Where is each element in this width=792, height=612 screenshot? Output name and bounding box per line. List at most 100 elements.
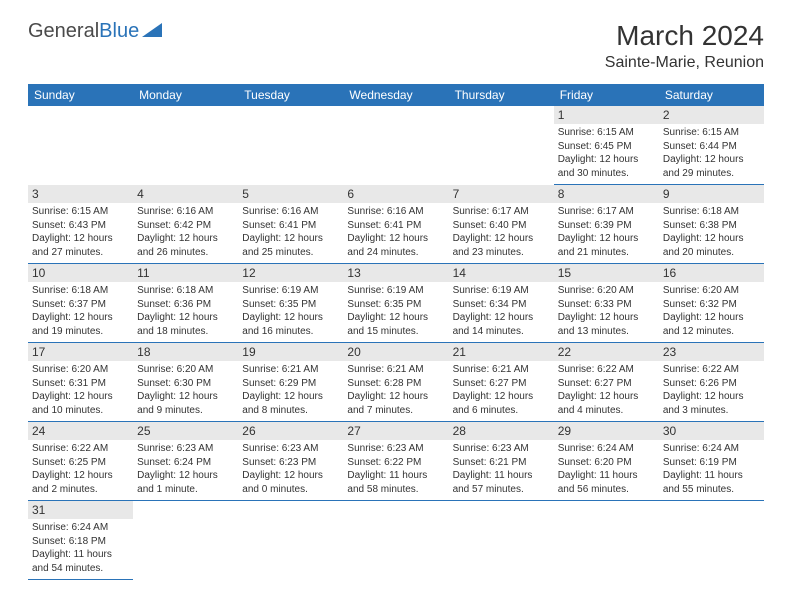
daylight-text: Daylight: 12 hours and 2 minutes. bbox=[32, 469, 129, 496]
day-details: Sunrise: 6:20 AMSunset: 6:32 PMDaylight:… bbox=[663, 284, 760, 338]
calendar-week-row: 31Sunrise: 6:24 AMSunset: 6:18 PMDayligh… bbox=[28, 501, 764, 580]
sunset-text: Sunset: 6:22 PM bbox=[347, 456, 444, 470]
calendar-day-cell: 17 Sunrise: 6:20 AMSunset: 6:31 PMDayligh… bbox=[28, 343, 133, 422]
logo: GeneralBlue bbox=[28, 20, 162, 43]
sunset-text: Sunset: 6:20 PM bbox=[558, 456, 655, 470]
calendar-week-row: 10Sunrise: 6:18 AMSunset: 6:37 PMDayligh… bbox=[28, 264, 764, 343]
day-details: Sunrise: 6:20 AMSunset: 6:30 PMDaylight:… bbox=[137, 363, 234, 417]
daylight-text: Daylight: 12 hours and 8 minutes. bbox=[242, 390, 339, 417]
sunrise-text: Sunrise: 6:23 AM bbox=[453, 442, 550, 456]
day-details: Sunrise: 6:18 AMSunset: 6:36 PMDaylight:… bbox=[137, 284, 234, 338]
sunset-text: Sunset: 6:32 PM bbox=[663, 298, 760, 312]
calendar-day-cell: 27Sunrise: 6:23 AMSunset: 6:22 PMDayligh… bbox=[343, 422, 448, 501]
daylight-text: Daylight: 12 hours and 15 minutes. bbox=[347, 311, 444, 338]
calendar-day-cell bbox=[554, 501, 659, 580]
day-number: 26 bbox=[238, 422, 343, 440]
day-details: Sunrise: 6:24 AMSunset: 6:20 PMDaylight:… bbox=[558, 442, 655, 496]
calendar-day-cell bbox=[238, 106, 343, 185]
sunset-text: Sunset: 6:41 PM bbox=[347, 219, 444, 233]
day-number: 9 bbox=[659, 185, 764, 203]
weekday-header-row: Sunday Monday Tuesday Wednesday Thursday… bbox=[28, 84, 764, 106]
day-details: Sunrise: 6:15 AMSunset: 6:45 PMDaylight:… bbox=[558, 126, 655, 180]
day-number: 17 bbox=[28, 343, 133, 361]
daylight-text: Daylight: 12 hours and 3 minutes. bbox=[663, 390, 760, 417]
weekday-header: Sunday bbox=[28, 84, 133, 106]
daylight-text: Daylight: 12 hours and 9 minutes. bbox=[137, 390, 234, 417]
weekday-header: Wednesday bbox=[343, 84, 448, 106]
weekday-header: Thursday bbox=[449, 84, 554, 106]
sunrise-text: Sunrise: 6:22 AM bbox=[663, 363, 760, 377]
sunset-text: Sunset: 6:30 PM bbox=[137, 377, 234, 391]
calendar-day-cell: 18Sunrise: 6:20 AMSunset: 6:30 PMDayligh… bbox=[133, 343, 238, 422]
daylight-text: Daylight: 11 hours and 58 minutes. bbox=[347, 469, 444, 496]
day-details: Sunrise: 6:19 AMSunset: 6:35 PMDaylight:… bbox=[242, 284, 339, 338]
day-details: Sunrise: 6:22 AMSunset: 6:25 PMDaylight:… bbox=[32, 442, 129, 496]
calendar-table: Sunday Monday Tuesday Wednesday Thursday… bbox=[28, 84, 764, 580]
day-details: Sunrise: 6:21 AMSunset: 6:28 PMDaylight:… bbox=[347, 363, 444, 417]
daylight-text: Daylight: 12 hours and 26 minutes. bbox=[137, 232, 234, 259]
day-details: Sunrise: 6:22 AMSunset: 6:27 PMDaylight:… bbox=[558, 363, 655, 417]
sunset-text: Sunset: 6:34 PM bbox=[453, 298, 550, 312]
calendar-day-cell bbox=[238, 501, 343, 580]
calendar-day-cell: 31Sunrise: 6:24 AMSunset: 6:18 PMDayligh… bbox=[28, 501, 133, 580]
sunset-text: Sunset: 6:43 PM bbox=[32, 219, 129, 233]
sunrise-text: Sunrise: 6:20 AM bbox=[137, 363, 234, 377]
calendar-day-cell: 21Sunrise: 6:21 AMSunset: 6:27 PMDayligh… bbox=[449, 343, 554, 422]
daylight-text: Daylight: 12 hours and 18 minutes. bbox=[137, 311, 234, 338]
daylight-text: Daylight: 11 hours and 54 minutes. bbox=[32, 548, 129, 575]
calendar-day-cell bbox=[449, 106, 554, 185]
calendar-day-cell bbox=[659, 501, 764, 580]
sunrise-text: Sunrise: 6:16 AM bbox=[242, 205, 339, 219]
daylight-text: Daylight: 12 hours and 13 minutes. bbox=[558, 311, 655, 338]
sunset-text: Sunset: 6:40 PM bbox=[453, 219, 550, 233]
title-block: March 2024 Sainte-Marie, Reunion bbox=[605, 20, 764, 72]
day-number: 3 bbox=[28, 185, 133, 203]
sunset-text: Sunset: 6:41 PM bbox=[242, 219, 339, 233]
day-details: Sunrise: 6:20 AMSunset: 6:31 PMDaylight:… bbox=[32, 363, 129, 417]
day-number: 30 bbox=[659, 422, 764, 440]
calendar-day-cell: 24Sunrise: 6:22 AMSunset: 6:25 PMDayligh… bbox=[28, 422, 133, 501]
location: Sainte-Marie, Reunion bbox=[605, 54, 764, 72]
sunset-text: Sunset: 6:42 PM bbox=[137, 219, 234, 233]
day-details: Sunrise: 6:18 AMSunset: 6:37 PMDaylight:… bbox=[32, 284, 129, 338]
day-number: 6 bbox=[343, 185, 448, 203]
calendar-day-cell: 10Sunrise: 6:18 AMSunset: 6:37 PMDayligh… bbox=[28, 264, 133, 343]
daylight-text: Daylight: 12 hours and 14 minutes. bbox=[453, 311, 550, 338]
day-number: 23 bbox=[659, 343, 764, 361]
header: GeneralBlue March 2024 Sainte-Marie, Reu… bbox=[28, 20, 764, 72]
day-number: 2 bbox=[659, 106, 764, 124]
sunset-text: Sunset: 6:29 PM bbox=[242, 377, 339, 391]
sunset-text: Sunset: 6:35 PM bbox=[347, 298, 444, 312]
sunrise-text: Sunrise: 6:17 AM bbox=[453, 205, 550, 219]
daylight-text: Daylight: 12 hours and 19 minutes. bbox=[32, 311, 129, 338]
sunrise-text: Sunrise: 6:24 AM bbox=[663, 442, 760, 456]
calendar-day-cell: 28Sunrise: 6:23 AMSunset: 6:21 PMDayligh… bbox=[449, 422, 554, 501]
sunset-text: Sunset: 6:45 PM bbox=[558, 140, 655, 154]
calendar-day-cell bbox=[28, 106, 133, 185]
day-details: Sunrise: 6:16 AMSunset: 6:41 PMDaylight:… bbox=[347, 205, 444, 259]
calendar-day-cell: 6 Sunrise: 6:16 AMSunset: 6:41 PMDaylight… bbox=[343, 185, 448, 264]
sunrise-text: Sunrise: 6:21 AM bbox=[453, 363, 550, 377]
sunset-text: Sunset: 6:36 PM bbox=[137, 298, 234, 312]
month-title: March 2024 bbox=[605, 20, 764, 52]
daylight-text: Daylight: 12 hours and 20 minutes. bbox=[663, 232, 760, 259]
day-details: Sunrise: 6:24 AMSunset: 6:19 PMDaylight:… bbox=[663, 442, 760, 496]
calendar-day-cell: 5Sunrise: 6:16 AMSunset: 6:41 PMDaylight… bbox=[238, 185, 343, 264]
day-details: Sunrise: 6:23 AMSunset: 6:23 PMDaylight:… bbox=[242, 442, 339, 496]
day-number: 27 bbox=[343, 422, 448, 440]
calendar-day-cell: 26 Sunrise: 6:23 AMSunset: 6:23 PMDayligh… bbox=[238, 422, 343, 501]
day-number: 29 bbox=[554, 422, 659, 440]
sunset-text: Sunset: 6:25 PM bbox=[32, 456, 129, 470]
calendar-day-cell: 4Sunrise: 6:16 AMSunset: 6:42 PMDaylight… bbox=[133, 185, 238, 264]
weekday-header: Monday bbox=[133, 84, 238, 106]
sunrise-text: Sunrise: 6:20 AM bbox=[32, 363, 129, 377]
weekday-header: Saturday bbox=[659, 84, 764, 106]
calendar-week-row: 1Sunrise: 6:15 AMSunset: 6:45 PMDaylight… bbox=[28, 106, 764, 185]
day-number: 7 bbox=[449, 185, 554, 203]
sunrise-text: Sunrise: 6:16 AM bbox=[347, 205, 444, 219]
daylight-text: Daylight: 11 hours and 55 minutes. bbox=[663, 469, 760, 496]
calendar-day-cell: 13Sunrise: 6:19 AMSunset: 6:35 PMDayligh… bbox=[343, 264, 448, 343]
daylight-text: Daylight: 12 hours and 21 minutes. bbox=[558, 232, 655, 259]
logo-text-general: General bbox=[28, 20, 99, 43]
day-number: 16 bbox=[659, 264, 764, 282]
